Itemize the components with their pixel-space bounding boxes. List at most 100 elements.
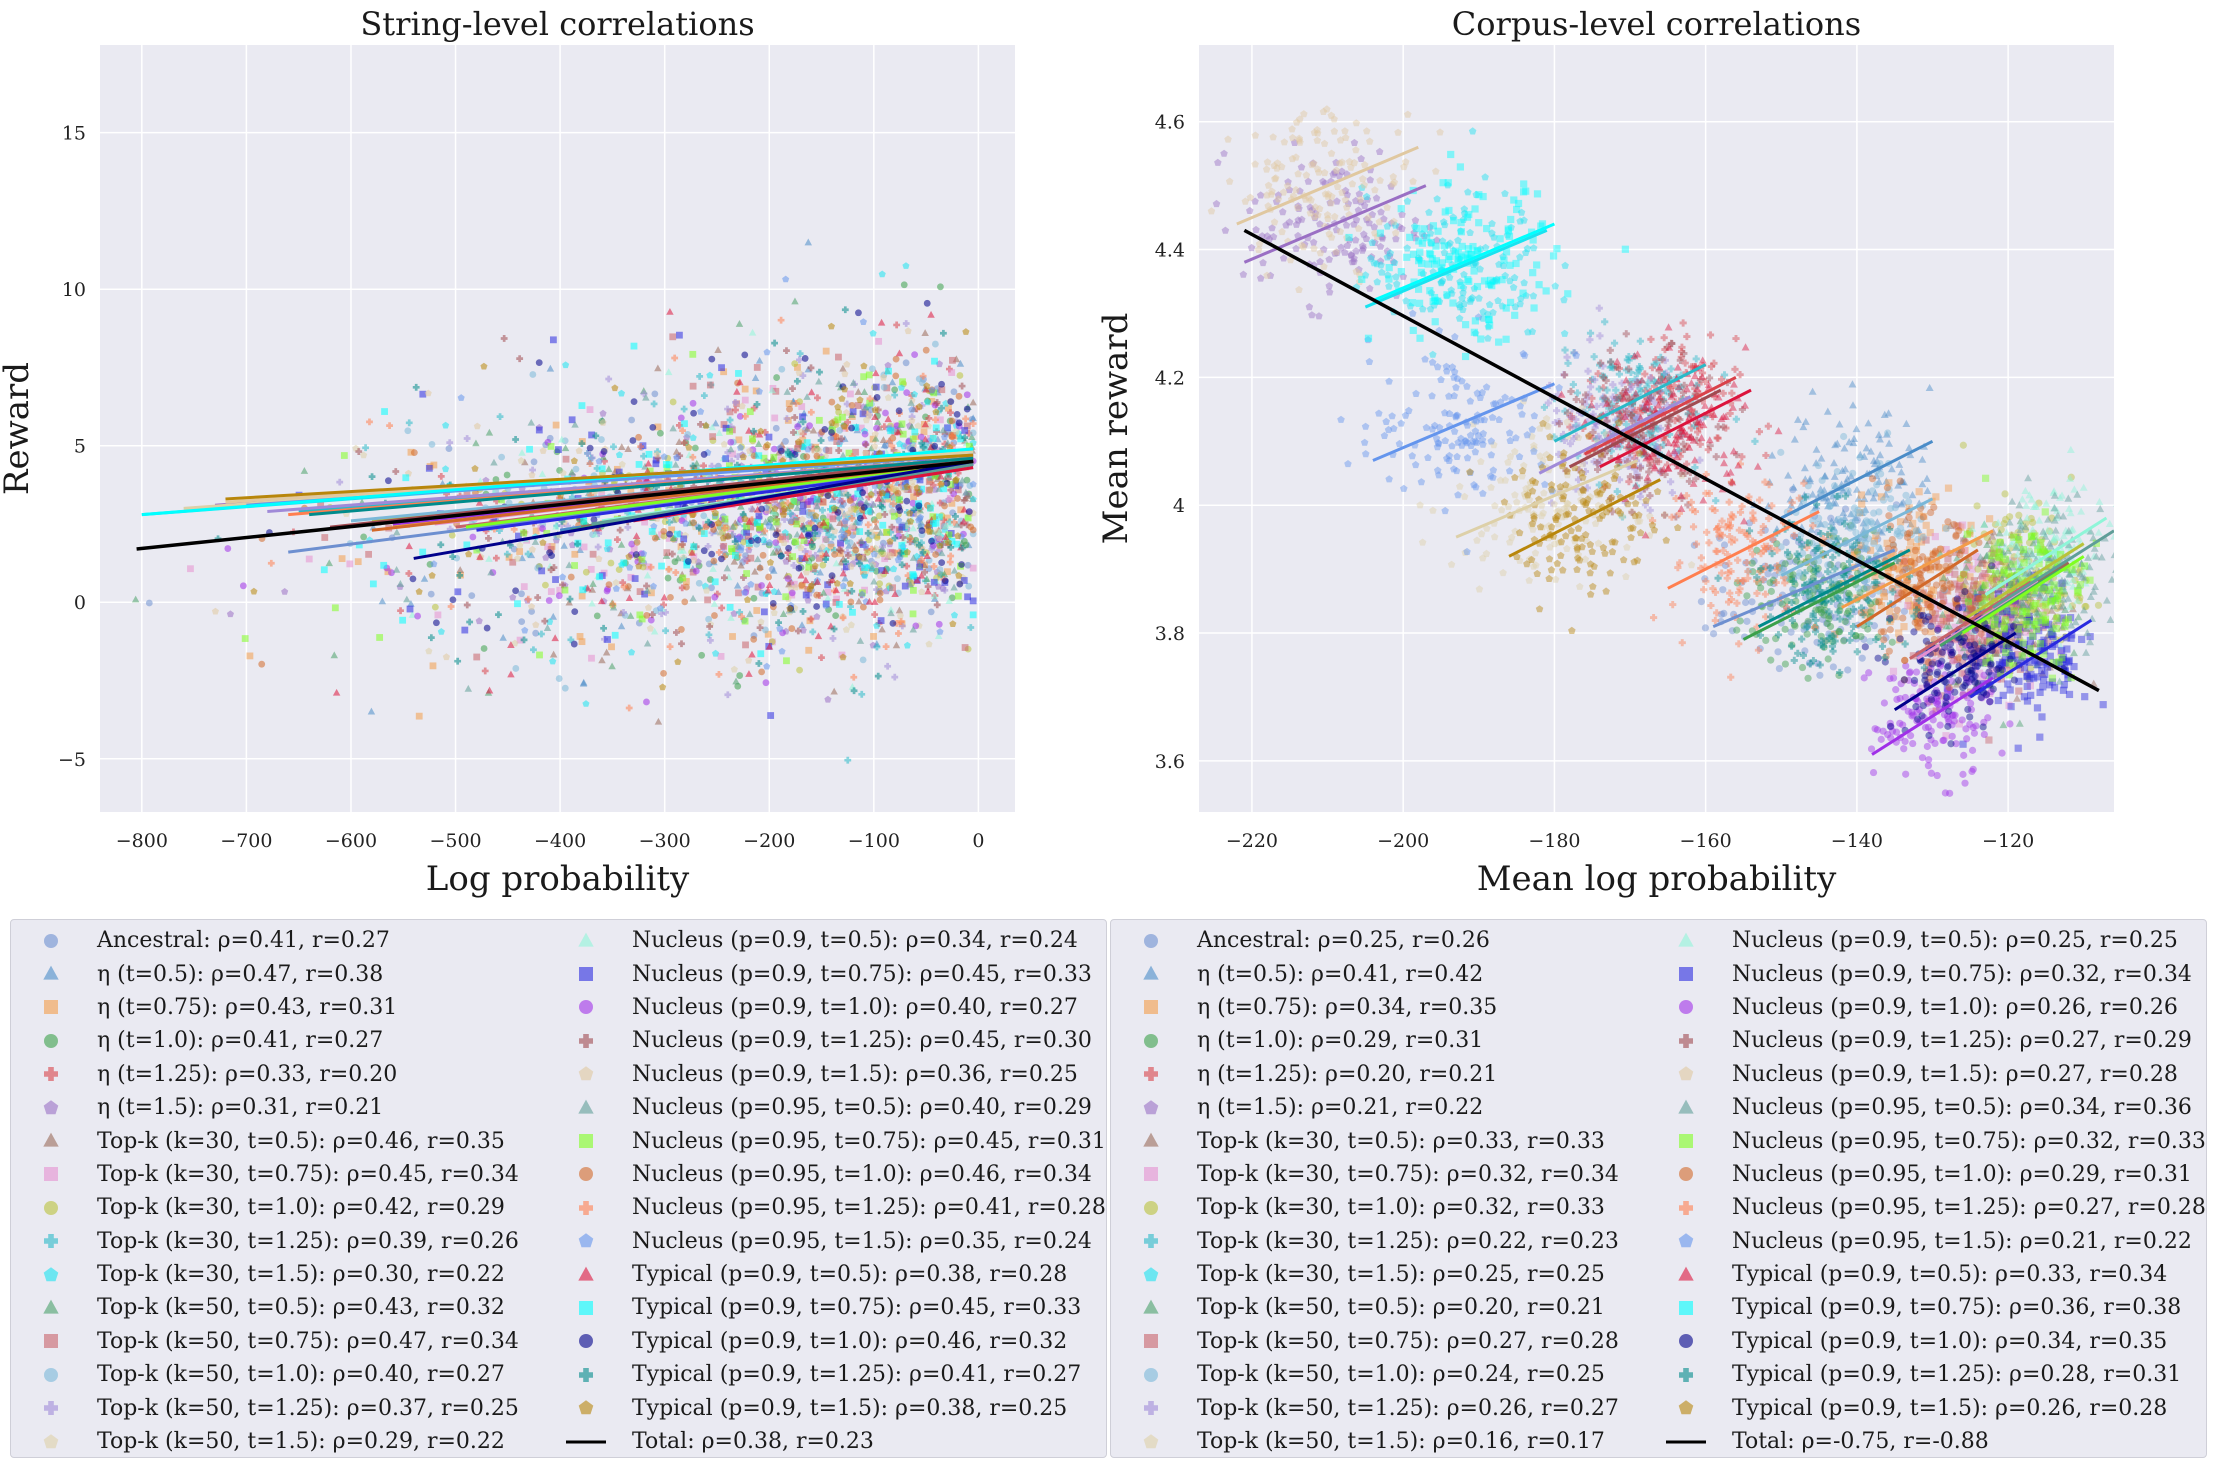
data-point bbox=[1967, 598, 1975, 606]
data-point bbox=[1490, 233, 1498, 241]
data-point bbox=[789, 385, 796, 393]
data-point bbox=[706, 381, 714, 389]
data-point bbox=[1387, 219, 1396, 227]
data-point bbox=[2050, 621, 2058, 629]
data-point bbox=[589, 580, 597, 587]
data-point bbox=[1957, 523, 1965, 531]
data-point bbox=[454, 588, 462, 596]
data-point bbox=[1928, 617, 1937, 625]
data-point bbox=[909, 435, 917, 443]
data-point bbox=[909, 554, 918, 561]
data-point bbox=[958, 561, 965, 568]
data-point bbox=[1974, 645, 1982, 653]
data-point bbox=[1844, 522, 1853, 530]
data-point bbox=[1993, 673, 2001, 681]
data-point bbox=[669, 534, 678, 541]
data-point bbox=[1605, 402, 1614, 410]
data-point bbox=[1645, 396, 1653, 404]
data-point bbox=[369, 580, 377, 588]
data-point bbox=[1350, 254, 1358, 262]
data-point bbox=[1692, 410, 1700, 418]
data-point bbox=[1877, 493, 1886, 501]
data-point bbox=[1653, 445, 1661, 453]
data-point bbox=[952, 482, 960, 490]
data-point bbox=[1929, 587, 1938, 595]
data-point bbox=[660, 593, 669, 601]
data-point bbox=[700, 512, 708, 520]
data-point bbox=[1498, 302, 1507, 310]
data-point bbox=[925, 478, 933, 486]
data-point bbox=[689, 382, 697, 390]
data-point bbox=[1959, 644, 1968, 652]
data-point bbox=[1720, 371, 1729, 379]
data-point bbox=[427, 590, 435, 598]
data-point bbox=[1863, 611, 1871, 619]
data-point bbox=[953, 520, 961, 528]
data-point bbox=[415, 588, 423, 595]
data-point bbox=[509, 558, 517, 566]
data-point bbox=[2047, 606, 2056, 614]
data-point bbox=[536, 651, 543, 659]
data-point bbox=[1895, 460, 1904, 468]
data-point bbox=[1986, 669, 1994, 677]
data-point bbox=[940, 485, 947, 493]
data-point bbox=[1615, 394, 1624, 402]
data-point bbox=[848, 514, 856, 522]
data-point bbox=[788, 589, 796, 597]
data-point bbox=[1841, 505, 1850, 513]
data-point bbox=[1764, 545, 1772, 553]
data-point bbox=[550, 564, 558, 571]
data-point bbox=[2001, 612, 2010, 620]
data-point bbox=[1736, 617, 1744, 625]
data-point bbox=[927, 608, 935, 616]
data-point bbox=[1710, 359, 1718, 367]
data-point bbox=[1903, 549, 1911, 557]
data-point bbox=[499, 633, 507, 641]
data-point bbox=[877, 318, 886, 326]
data-point bbox=[1875, 526, 1884, 534]
y-tick-label: 4 bbox=[1173, 495, 1185, 517]
data-point bbox=[1671, 398, 1680, 406]
data-point bbox=[658, 562, 666, 570]
data-point bbox=[1867, 600, 1875, 608]
data-point bbox=[660, 601, 668, 609]
data-point bbox=[362, 444, 369, 452]
data-point bbox=[952, 513, 959, 520]
data-point bbox=[1830, 459, 1838, 467]
data-point bbox=[1706, 331, 1715, 339]
data-point bbox=[754, 583, 762, 591]
data-point bbox=[468, 592, 476, 600]
data-point bbox=[443, 490, 450, 498]
data-point bbox=[879, 521, 887, 529]
data-point bbox=[660, 453, 668, 460]
data-point bbox=[1857, 632, 1865, 641]
data-point bbox=[2009, 622, 2018, 630]
data-point bbox=[689, 434, 697, 441]
x-tick-label: −160 bbox=[1680, 830, 1732, 852]
data-point bbox=[2024, 596, 2032, 604]
data-point bbox=[1350, 220, 1358, 228]
data-point bbox=[2027, 606, 2036, 615]
data-point bbox=[822, 556, 830, 563]
data-point bbox=[2022, 624, 2031, 632]
data-point bbox=[1595, 435, 1604, 443]
data-point bbox=[644, 604, 653, 611]
data-point bbox=[2049, 602, 2058, 610]
data-point bbox=[1973, 656, 1982, 665]
data-point bbox=[187, 565, 194, 573]
data-point bbox=[1906, 602, 1914, 610]
data-point bbox=[819, 506, 826, 514]
data-point bbox=[1523, 244, 1532, 252]
data-point bbox=[1406, 302, 1415, 310]
data-point bbox=[1503, 231, 1512, 239]
data-point bbox=[1935, 564, 1943, 572]
data-point bbox=[524, 550, 532, 558]
data-point bbox=[934, 632, 943, 639]
data-point bbox=[1419, 269, 1427, 277]
data-point bbox=[446, 525, 454, 533]
data-point bbox=[1488, 219, 1496, 227]
data-point bbox=[722, 424, 730, 432]
data-point bbox=[1966, 638, 1974, 647]
data-point bbox=[832, 599, 840, 606]
data-point bbox=[1914, 535, 1922, 544]
